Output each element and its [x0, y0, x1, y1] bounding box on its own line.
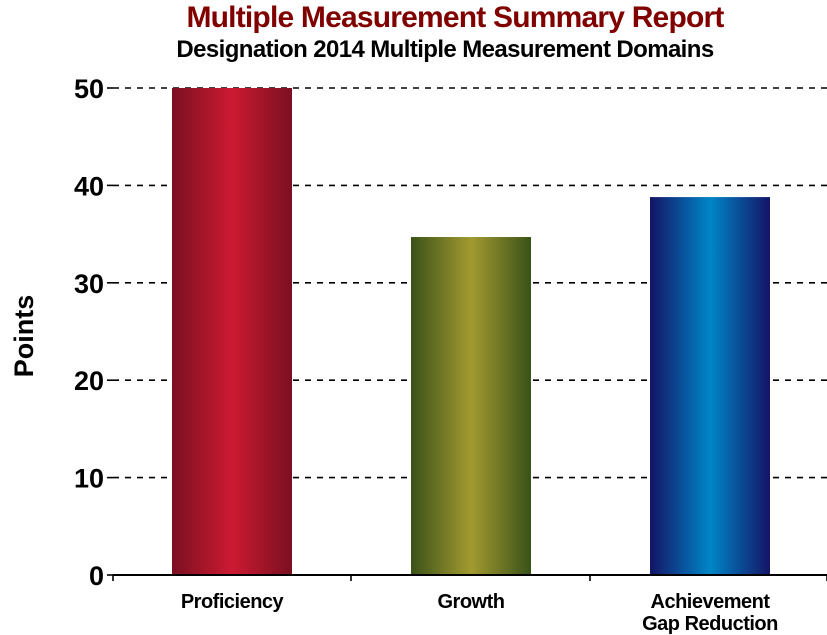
axes: 0 10 20 30 40 50 Proficiency Growth AchievementG…: [74, 74, 827, 635]
bar-0: [172, 88, 292, 575]
y-tick-label: 20: [74, 366, 104, 396]
x-category-label: Achievement: [651, 591, 771, 613]
bar-2: [650, 197, 770, 575]
chart-title: Multiple Measurement Summary Report: [186, 1, 724, 34]
y-tick-label: 40: [74, 171, 104, 201]
y-tick-label: 30: [74, 269, 104, 299]
chart-subtitle: Designation 2014 Multiple Measurement Do…: [176, 36, 714, 63]
y-tick-label: 0: [89, 561, 104, 591]
x-category-label: Gap Reduction: [642, 613, 778, 635]
bars: [172, 88, 770, 575]
x-category-label: Proficiency: [181, 591, 285, 613]
x-category-label: Growth: [438, 591, 505, 613]
y-axis-label: Points: [9, 295, 39, 378]
y-tick-label: 10: [74, 464, 104, 494]
y-tick-label: 50: [74, 74, 104, 104]
bar-1: [411, 237, 531, 575]
